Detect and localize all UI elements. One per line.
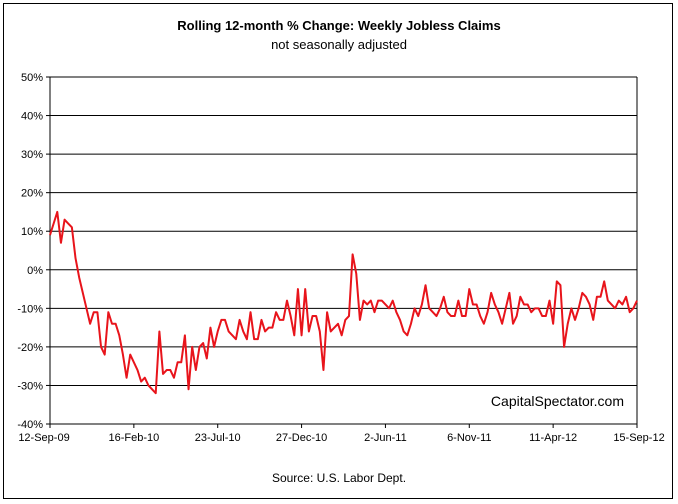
x-tick-label: 23-Jul-10	[195, 432, 241, 444]
x-tick-label: 12-Sep-09	[18, 432, 69, 444]
y-tick-label: -20%	[17, 342, 43, 354]
x-tick-label: 11-Apr-12	[529, 432, 577, 444]
chart-title: Rolling 12-month % Change: Weekly Jobles…	[177, 18, 501, 33]
y-tick-label: 50%	[21, 72, 43, 84]
y-axis-ticks: 50% 40% 30% 20% 10% 0% -10% -20% -30% -40%	[17, 72, 50, 431]
x-axis-ticks: 12-Sep-09 16-Feb-10 23-Jul-10 27-Dec-10 2-Ju…	[18, 424, 665, 444]
y-tick-label: -30%	[17, 380, 43, 392]
x-tick-label: 27-Dec-10	[276, 432, 327, 444]
x-tick-label: 2-Jun-11	[364, 432, 407, 444]
watermark-text: CapitalSpectator.com	[491, 393, 624, 409]
y-tick-label: -10%	[17, 303, 43, 315]
x-tick-label: 16-Feb-10	[108, 432, 159, 444]
source-note: Source: U.S. Labor Dept.	[271, 471, 407, 485]
series-line	[49, 210, 638, 395]
y-tick-label: 40%	[21, 111, 43, 123]
y-tick-label: 20%	[21, 188, 43, 200]
x-tick-label: 6-Nov-11	[447, 432, 491, 444]
y-tick-label: 10%	[21, 226, 43, 238]
y-tick-label: -40%	[17, 419, 43, 431]
series-layer	[49, 210, 638, 395]
x-tick-label: 15-Sep-12	[613, 432, 664, 444]
chart-frame	[3, 3, 673, 499]
y-tick-label: 0%	[27, 265, 43, 277]
y-tick-label: 30%	[21, 149, 43, 161]
chart-subtitle: not seasonally adjusted	[271, 37, 407, 52]
